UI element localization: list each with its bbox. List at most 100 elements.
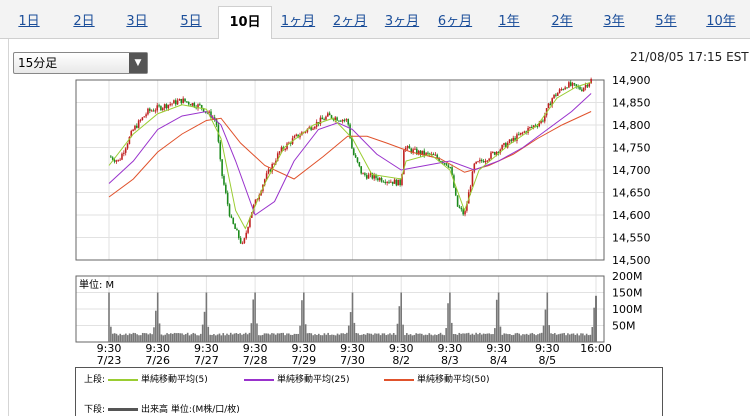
candle-body	[458, 206, 461, 208]
candle-body	[354, 154, 357, 158]
volume-bar	[211, 334, 213, 342]
legend-ma25: 単純移動平均(25)	[277, 375, 350, 385]
volume-bar	[404, 335, 406, 342]
candle-body	[360, 166, 362, 174]
tab-5y[interactable]: 5年	[655, 14, 677, 29]
ma25-swatch	[244, 378, 274, 381]
candle-body	[124, 148, 127, 153]
candle-body	[364, 173, 366, 176]
volume-bar	[445, 328, 447, 342]
volume-bar	[454, 334, 457, 342]
candle-body	[163, 104, 166, 109]
tab-2m[interactable]: 2ヶ月	[332, 14, 368, 29]
volume-bar	[258, 335, 260, 342]
volume-bar	[228, 334, 230, 342]
volume-bar	[190, 334, 193, 342]
candle-body	[336, 117, 338, 121]
legend-ma50: 単純移動平均(50)	[417, 375, 490, 385]
volume-bar	[138, 335, 140, 342]
volume-bar	[419, 333, 421, 342]
tab-3y[interactable]: 3年	[603, 14, 625, 29]
tab-10y[interactable]: 10年	[706, 14, 736, 29]
candle-body	[119, 159, 121, 161]
candle-body	[530, 126, 533, 128]
legend-lower-label: 下段:	[84, 405, 106, 415]
tab-5d[interactable]: 5日	[180, 14, 202, 29]
candle-body	[492, 152, 494, 154]
volume-bar	[209, 334, 211, 342]
candle-body	[579, 86, 581, 90]
volume-bar	[160, 334, 163, 342]
candle-body	[343, 119, 346, 121]
volume-bar	[226, 333, 228, 342]
candle-body	[186, 101, 188, 103]
x-tick-date-label: 7/26	[145, 354, 170, 367]
volume-bar	[301, 300, 303, 342]
volume-bar	[323, 333, 326, 342]
volume-swatch	[108, 408, 139, 411]
candle-body	[590, 79, 592, 84]
volume-bar	[587, 335, 590, 342]
interval-select[interactable]: 15分足 ▼	[13, 52, 148, 74]
volume-bar	[552, 333, 554, 342]
volume-bar	[512, 334, 515, 342]
volume-bar	[218, 333, 221, 342]
candle-body	[477, 161, 479, 163]
tab-10d[interactable]: 10日	[218, 6, 272, 39]
tab-3d[interactable]: 3日	[126, 14, 148, 29]
volume-bar	[186, 332, 189, 342]
candle-body	[584, 85, 587, 88]
period-tab-bar: 1日 2日 3日 5日 10日 1ヶ月 2ヶ月 3ヶ月 6ヶ月 1年 2年 3年…	[0, 0, 750, 39]
candle-body	[111, 157, 114, 160]
volume-bar	[366, 333, 369, 342]
volume-bar	[265, 333, 268, 342]
candle-body	[160, 106, 162, 111]
candle-body	[484, 160, 487, 163]
candle-body	[586, 85, 589, 87]
candle-body	[243, 238, 246, 244]
volume-bar	[143, 333, 146, 342]
volume-bar	[580, 333, 582, 342]
tab-6m[interactable]: 6ヶ月	[437, 14, 473, 29]
candle-body	[569, 82, 572, 86]
candle-body	[505, 143, 507, 148]
volume-bar	[113, 333, 116, 342]
volume-bar	[383, 333, 386, 342]
volume-bar	[136, 334, 138, 342]
volume-bar	[267, 333, 270, 342]
candle-body	[289, 142, 292, 144]
tab-1m[interactable]: 1ヶ月	[280, 14, 316, 29]
volume-bar	[398, 306, 401, 342]
x-tick-date-label: 7/23	[97, 354, 122, 367]
candle-body	[280, 147, 283, 152]
candle-body	[210, 111, 212, 119]
candle-body	[293, 135, 296, 139]
tab-2d[interactable]: 2日	[73, 14, 95, 29]
volume-bar	[377, 333, 380, 342]
dropdown-arrow-icon[interactable]: ▼	[129, 53, 147, 73]
tab-1d[interactable]: 1日	[18, 14, 40, 29]
volume-bar	[184, 334, 187, 342]
candle-body	[575, 84, 578, 87]
tab-2y[interactable]: 2年	[551, 14, 573, 29]
tab-3m[interactable]: 3ヶ月	[384, 14, 420, 29]
candle-body	[173, 100, 175, 104]
candle-body	[512, 137, 515, 141]
volume-bar	[458, 332, 461, 342]
candle-body	[508, 139, 511, 143]
volume-bar	[288, 333, 290, 342]
tab-1y[interactable]: 1年	[498, 14, 520, 29]
candle-body	[215, 119, 218, 126]
volume-bar	[488, 333, 491, 342]
ma50-series-line	[108, 111, 592, 198]
volume-bar	[181, 333, 183, 342]
volume-bar	[108, 292, 110, 342]
x-tick-date-label: 7/27	[194, 354, 219, 367]
volume-bar	[561, 333, 564, 342]
candle-body	[473, 163, 476, 172]
volume-bar	[351, 292, 354, 342]
volume-bar	[376, 333, 378, 342]
volume-bar	[199, 333, 202, 342]
candle-body	[367, 174, 370, 179]
candle-body	[269, 169, 272, 172]
